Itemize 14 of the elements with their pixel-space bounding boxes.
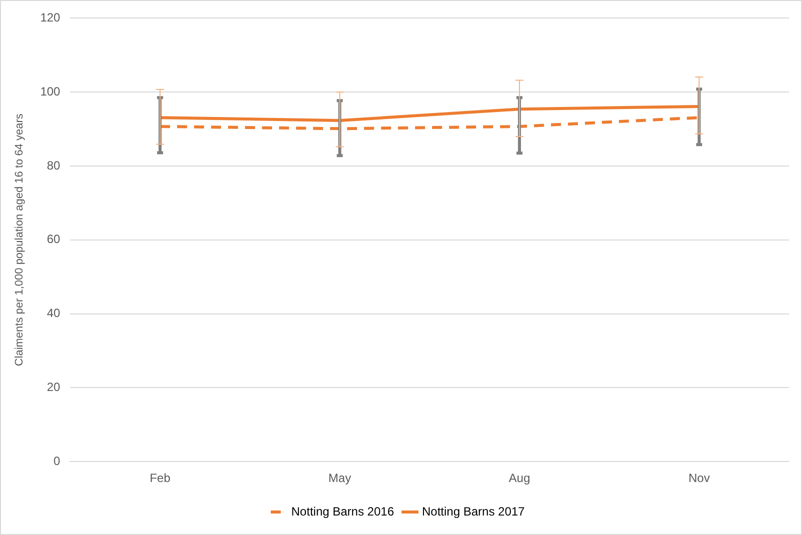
y-tick-label: 60 xyxy=(46,232,61,246)
y-tick-label: 120 xyxy=(40,10,61,25)
x-tick-label: Feb xyxy=(150,471,171,486)
y-tick-label: 40 xyxy=(46,306,61,320)
y-tick-label: 100 xyxy=(40,84,61,98)
x-tick-label: Aug xyxy=(508,471,530,486)
x-tick-label: May xyxy=(328,471,352,486)
y-tick-label: 80 xyxy=(46,158,61,172)
legend-label: Notting Barns 2017 xyxy=(422,504,526,518)
y-tick-label: 20 xyxy=(46,380,61,394)
x-tick-label: Nov xyxy=(688,471,710,486)
y-tick-label: 0 xyxy=(54,454,61,468)
y-axis-title: Claiments per 1,000 population aged 16 to 64 years xyxy=(14,113,26,366)
legend-label: Notting Barns 2016 xyxy=(291,504,394,518)
